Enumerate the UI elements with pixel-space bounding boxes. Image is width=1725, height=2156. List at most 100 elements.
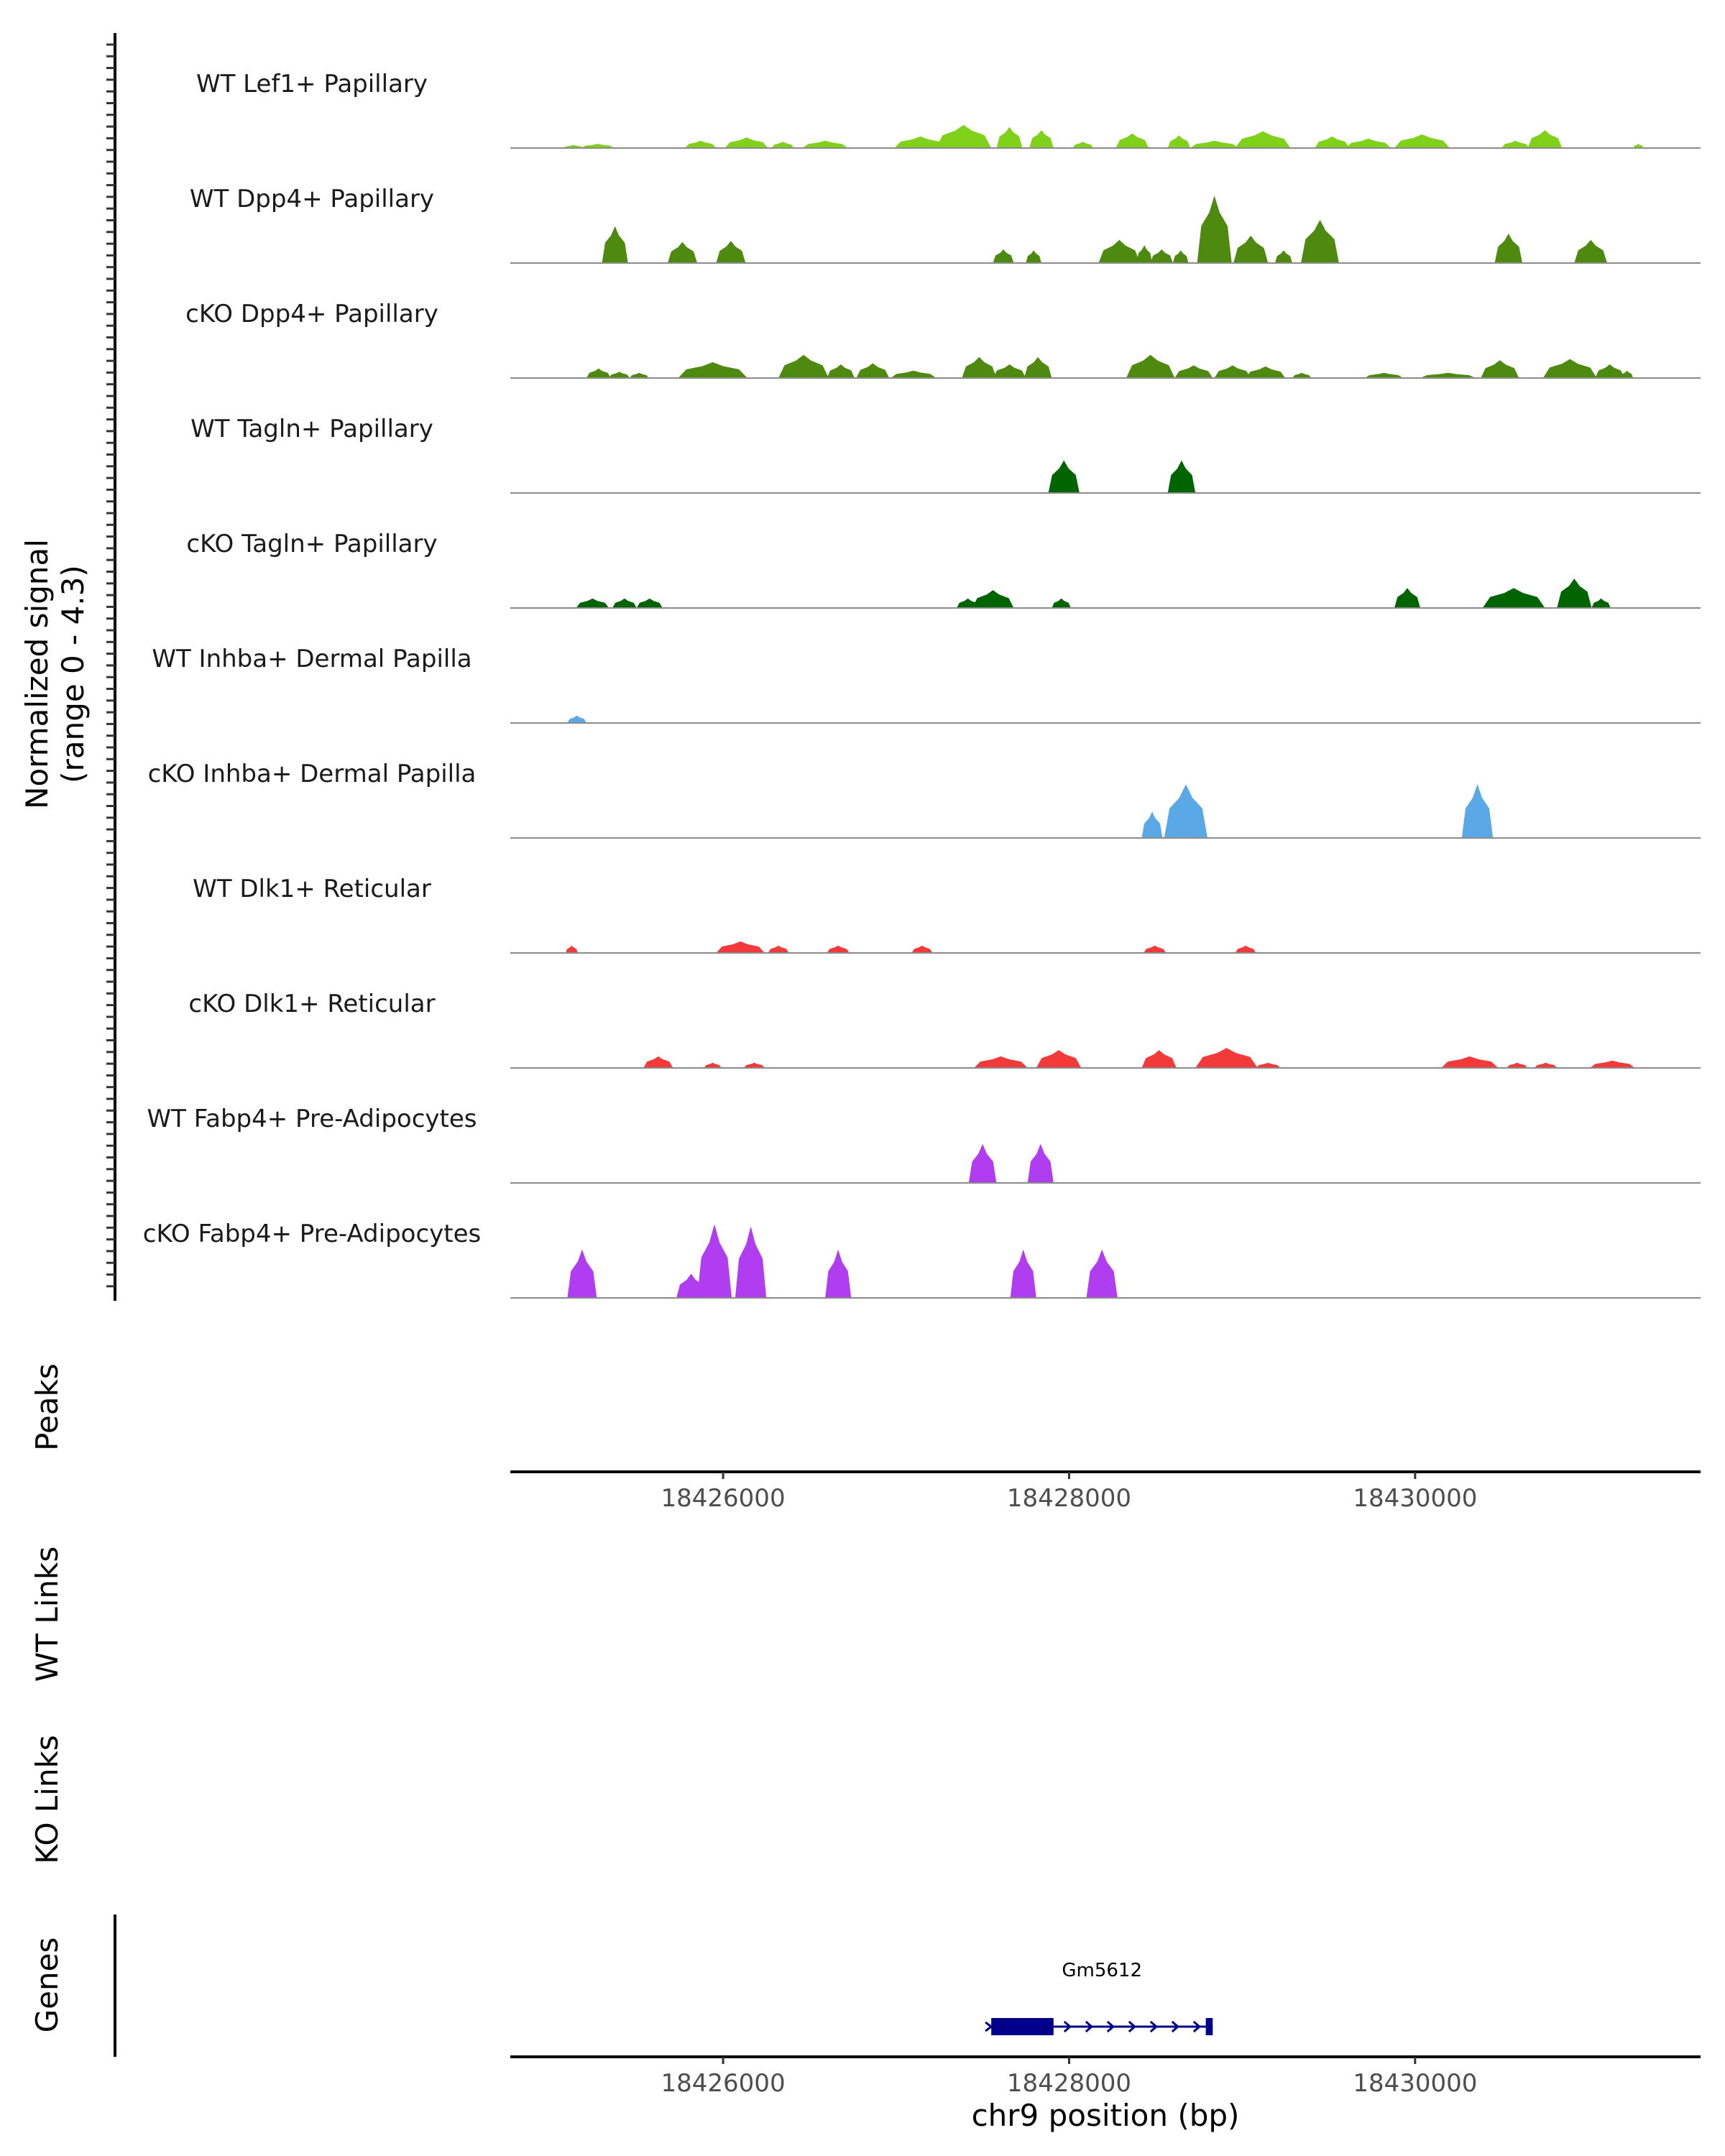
signal-peak: [724, 137, 768, 148]
signal-peak: [1126, 354, 1175, 378]
signal-peak: [612, 598, 637, 608]
ko-links-panel-label: KO Links: [29, 1735, 65, 1864]
signal-peak: [609, 372, 630, 378]
track-label: cKO Fabp4+ Pre-Adipocytes: [143, 1220, 482, 1248]
signal-peak: [1027, 1143, 1054, 1183]
signal-peak: [962, 356, 997, 378]
signal-peak: [1136, 245, 1152, 263]
track-label: WT Lef1+ Papillary: [196, 70, 428, 98]
signal-peak: [1481, 360, 1519, 378]
track-label: cKO Dlk1+ Reticular: [188, 990, 435, 1018]
signal-peak: [1534, 1062, 1558, 1068]
x-tick-label: 18430000: [1353, 1484, 1477, 1513]
strand-arrow-icon: [985, 2021, 993, 2032]
signal-peak: [1346, 138, 1392, 148]
signal-peak: [1315, 136, 1350, 148]
coverage-y-axis-ticks: [106, 43, 115, 1288]
signal-peak: [735, 1226, 767, 1298]
y-axis-title-line1: Normalized signal: [19, 539, 55, 809]
track-wt-tagln-papillary: WT Tagln+ Papillary: [190, 415, 1701, 494]
track-label: cKO Tagln+ Papillary: [186, 530, 437, 558]
signal-peak: [1246, 366, 1286, 378]
signal-peak: [1144, 945, 1167, 953]
coverage-tracks: WT Lef1+ Papillary WT Dpp4+ Papillary cKO …: [143, 70, 1701, 1299]
signal-peak: [1116, 133, 1149, 148]
signal-peak: [1048, 460, 1080, 493]
signal-peak: [1174, 365, 1213, 378]
strand-arrow-icon: [1171, 2020, 1180, 2033]
strand-arrow-icon: [1106, 2020, 1116, 2033]
signal-peak: [704, 1062, 722, 1068]
signal-peak: [567, 1249, 597, 1298]
track-label: WT Inhba+ Dermal Papilla: [152, 645, 472, 673]
signal-peak: [1026, 250, 1041, 263]
signal-peak: [716, 941, 765, 953]
gene-exon: [1205, 2018, 1213, 2035]
x-axis-title: chr9 position (bp): [972, 2098, 1240, 2133]
genes-panel-label: Genes: [29, 1938, 65, 2033]
track-label: WT Tagln+ Papillary: [190, 415, 433, 443]
signal-peak: [911, 945, 933, 953]
track-wt-dlk1-reticular: WT Dlk1+ Reticular: [193, 875, 1701, 954]
strand-arrow-icon: [1149, 2020, 1159, 2033]
signal-peak: [1506, 1062, 1528, 1068]
signal-peak: [581, 144, 615, 148]
signal-peak: [1235, 945, 1256, 953]
signal-peak: [716, 241, 746, 263]
signal-peak: [567, 715, 586, 723]
x-tick-label: 18430000: [1353, 2069, 1477, 2098]
signal-peak: [771, 142, 794, 148]
track-cko-dlk1-reticular: cKO Dlk1+ Reticular: [188, 990, 1701, 1069]
x-tick-label: 18428000: [1007, 1484, 1131, 1513]
signal-peak: [1167, 460, 1196, 493]
signal-peak: [1482, 588, 1545, 608]
signal-peak: [974, 1056, 1028, 1068]
signal-peak: [1235, 131, 1291, 148]
track-wt-inhba-dermal-papilla: WT Inhba+ Dermal Papilla: [152, 645, 1701, 724]
signal-peak: [1164, 784, 1208, 838]
signal-peak: [827, 364, 855, 378]
signal-peak: [1527, 130, 1563, 148]
signal-peak: [825, 1249, 852, 1298]
signal-peak: [1167, 135, 1190, 148]
signal-peak: [936, 124, 992, 148]
signal-peak: [1197, 195, 1232, 263]
x-tick-label: 18426000: [661, 1484, 786, 1513]
peaks-panel-label: Peaks: [29, 1363, 65, 1451]
genes-x-axis: 18426000 18428000 18430000: [661, 2057, 1477, 2098]
signal-peak: [1172, 250, 1189, 263]
signal-peak: [1072, 142, 1094, 148]
signal-peak: [1501, 140, 1530, 148]
signal-peak: [1621, 370, 1634, 378]
signal-peak: [891, 370, 937, 378]
track-cko-dpp4-papillary: cKO Dpp4+ Papillary: [185, 300, 1701, 379]
signal-peak: [1633, 144, 1644, 148]
signal-peak: [802, 140, 848, 148]
signal-peak: [1029, 130, 1054, 148]
signal-peak: [743, 1062, 765, 1068]
signal-peak: [1214, 365, 1251, 378]
signal-peak: [586, 368, 611, 378]
track-wt-dpp4-papillary: WT Dpp4+ Papillary: [190, 185, 1701, 264]
track-label: WT Fabp4+ Pre-Adipocytes: [147, 1105, 477, 1133]
signal-peak: [1441, 1056, 1499, 1068]
track-label: cKO Dpp4+ Papillary: [185, 300, 438, 328]
track-wt-lef1-papillary: WT Lef1+ Papillary: [196, 70, 1701, 149]
signal-peak: [1301, 219, 1339, 263]
signal-peak: [1233, 235, 1269, 263]
signal-peak: [602, 226, 628, 263]
signal-peak: [668, 241, 697, 263]
strand-arrow-icon: [1128, 2020, 1137, 2033]
signal-peak: [1036, 1050, 1082, 1068]
x-tick-label: 18426000: [661, 2069, 786, 2098]
track-cko-fabp4-pre-adipocytes: cKO Fabp4+ Pre-Adipocytes: [143, 1220, 1701, 1299]
track-label: cKO Inhba+ Dermal Papilla: [148, 760, 477, 788]
signal-peak: [968, 1143, 997, 1183]
signal-peak: [1394, 134, 1450, 148]
signal-peak: [1365, 372, 1403, 378]
signal-peak: [1595, 364, 1625, 378]
track-label: WT Dlk1+ Reticular: [193, 875, 431, 903]
signal-peak: [1420, 372, 1476, 378]
signal-peak: [1024, 356, 1052, 378]
signal-peak: [630, 372, 649, 378]
